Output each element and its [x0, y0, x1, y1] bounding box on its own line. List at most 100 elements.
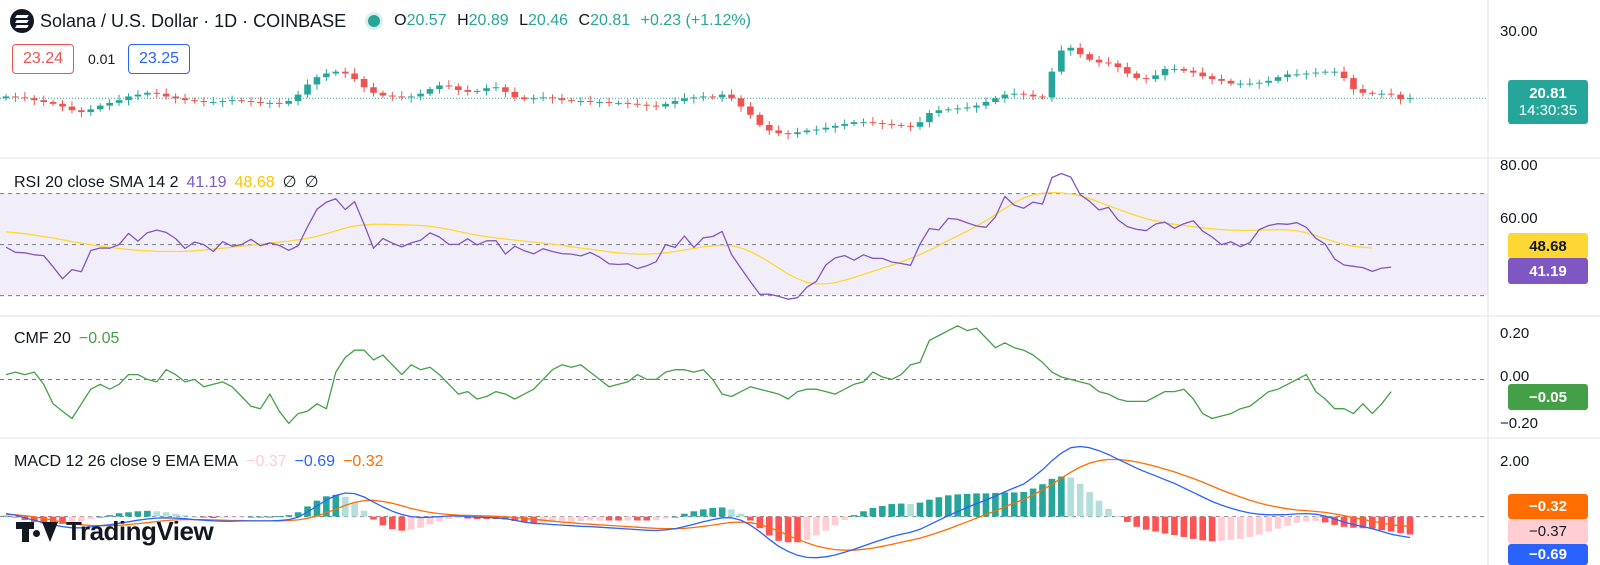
macd-histogram-bar — [879, 505, 886, 517]
candle-body — [624, 102, 632, 104]
macd-histogram-bar — [1208, 516, 1216, 542]
cmf-value: −0.05 — [78, 330, 120, 347]
candle-body — [1227, 80, 1235, 84]
macd-histogram-bar — [125, 512, 132, 517]
candle-body — [963, 107, 971, 109]
candle-body — [558, 98, 566, 101]
macd-histogram-bar — [511, 516, 519, 521]
candle-body — [483, 88, 490, 91]
candle-body — [615, 102, 622, 104]
macd-histogram-bar — [172, 513, 179, 517]
candle-body — [935, 110, 943, 113]
candle-body — [172, 96, 179, 99]
macd-histogram-bar — [784, 516, 792, 543]
macd-histogram-bar — [756, 516, 764, 529]
candle-body — [59, 103, 66, 107]
macd-histogram-bar — [181, 515, 189, 517]
candle-body — [973, 105, 980, 108]
macd-histogram-bar — [775, 516, 782, 541]
bar-countdown: 14:30:35 — [1518, 102, 1578, 119]
macd-histogram-bar — [144, 510, 151, 517]
candle-body — [1293, 74, 1301, 76]
macd-histogram-bar — [12, 516, 19, 518]
candle-body — [1076, 47, 1084, 55]
macd-histogram-bar — [59, 516, 66, 524]
candle-body — [1406, 98, 1414, 100]
rsi-sma-line — [5, 192, 1373, 285]
cmf-legend[interactable]: CMF 20 −0.05 — [14, 330, 127, 348]
macd-hist-value: −0.37 — [246, 453, 287, 470]
open-value: 20.57 — [406, 12, 447, 29]
macd-histogram-bar — [40, 516, 47, 524]
macd-histogram-bar — [558, 516, 566, 522]
macd-histogram-bar — [747, 516, 754, 521]
candle-body — [634, 103, 641, 105]
cmf-axis-tick-0.20: 0.20 — [1500, 325, 1530, 342]
candle-body — [1350, 78, 1357, 90]
macd-histogram-bar — [200, 516, 208, 518]
low-value: 20.46 — [528, 12, 569, 29]
rsi-value: 41.19 — [186, 174, 227, 191]
candle-body — [1255, 82, 1263, 84]
macd-histogram-bar — [87, 516, 95, 520]
buy-button[interactable]: 23.25 — [128, 44, 190, 74]
macd-histogram-bar — [96, 516, 104, 518]
macd-histogram-bar — [294, 512, 302, 517]
candle-body — [1331, 71, 1338, 73]
macd-histogram-bar — [888, 504, 896, 517]
candle-body — [1340, 71, 1348, 79]
candle-body — [586, 101, 594, 103]
symbol-title[interactable]: Solana / U.S. Dollar · 1D · COINBASE — [40, 10, 347, 31]
tradingview-logo[interactable]: TradingView — [16, 516, 214, 547]
macd-histogram-bar — [1152, 516, 1159, 532]
symbol-header: Solana / U.S. Dollar · 1D · COINBASE O20… — [10, 9, 751, 33]
candle-body — [1199, 72, 1206, 77]
sell-button[interactable]: 23.24 — [12, 44, 74, 74]
candle-body — [718, 94, 726, 98]
candle-body — [210, 101, 217, 103]
macd-histogram-bar — [671, 516, 679, 518]
candle-body — [1142, 78, 1150, 80]
macd-histogram-bar — [445, 516, 453, 520]
candle-body — [690, 97, 698, 99]
candle-body — [756, 114, 764, 125]
macd-histogram-bar — [794, 516, 801, 543]
macd-histogram-bar — [944, 495, 952, 517]
macd-histogram-bar — [1086, 491, 1093, 517]
macd-histogram-bar — [690, 511, 698, 517]
candle-body — [775, 130, 782, 134]
candle-body — [1237, 83, 1244, 85]
macd-histogram-bar — [935, 497, 943, 517]
candle-body — [266, 102, 274, 104]
macd-legend[interactable]: MACD 12 26 close 9 EMA EMA −0.37 −0.69 −0.3… — [14, 453, 392, 471]
candle-body — [115, 100, 123, 103]
rsi-legend[interactable]: RSI 20 close SMA 14 2 41.19 48.68 ∅ ∅ — [14, 172, 327, 192]
candle-body — [1171, 68, 1178, 70]
macd-histogram-bar — [869, 507, 877, 517]
candle-body — [454, 86, 462, 91]
macd-histogram-bar — [1114, 516, 1122, 518]
candle-body — [671, 101, 679, 104]
macd-histogram-bar — [1010, 492, 1018, 517]
candle-body — [1369, 92, 1376, 94]
macd-label: MACD 12 26 close 9 EMA EMA — [14, 453, 239, 470]
cmf-line — [5, 325, 1392, 425]
macd-histogram-bar — [1199, 516, 1206, 541]
macd-histogram-bar — [634, 516, 641, 521]
candle-body — [389, 95, 396, 97]
candle-body — [426, 89, 434, 94]
macd-histogram-bar — [982, 493, 990, 517]
candle-body — [275, 102, 283, 104]
macd-histogram-bar — [1095, 500, 1103, 517]
rsi-line — [5, 172, 1392, 300]
cmf-axis-tick-neg-0.20: −0.20 — [1500, 415, 1538, 432]
macd-histogram-bar — [436, 516, 443, 522]
candle-body — [228, 100, 236, 102]
candle-body — [1124, 67, 1131, 74]
macd-histogram-bar — [992, 492, 999, 517]
macd-histogram-bar — [370, 516, 377, 520]
candle-body — [106, 102, 113, 106]
solana-logo-icon — [10, 9, 34, 33]
candle-body — [436, 85, 443, 90]
